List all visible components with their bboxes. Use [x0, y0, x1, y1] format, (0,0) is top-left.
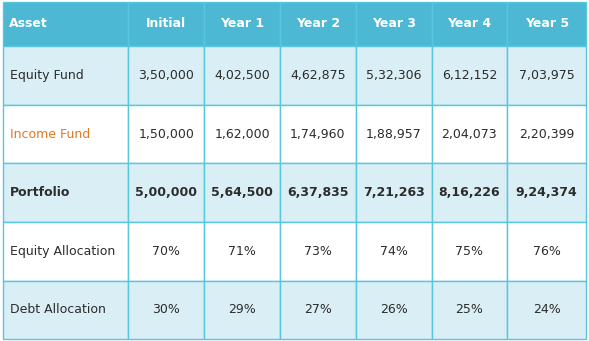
Bar — [204, 46, 280, 105]
Bar — [356, 163, 432, 222]
Text: 29%: 29% — [228, 303, 256, 316]
Text: 75%: 75% — [455, 245, 484, 258]
Bar — [432, 105, 507, 163]
Text: 71%: 71% — [228, 245, 256, 258]
Bar — [432, 281, 507, 339]
Text: 26%: 26% — [380, 303, 408, 316]
Bar — [356, 281, 432, 339]
Bar — [128, 2, 204, 46]
Text: 6,37,835: 6,37,835 — [287, 186, 349, 199]
Bar — [280, 281, 356, 339]
Bar — [507, 281, 586, 339]
Text: 5,64,500: 5,64,500 — [211, 186, 273, 199]
Bar — [128, 46, 204, 105]
Text: Initial: Initial — [146, 17, 186, 30]
Bar — [128, 222, 204, 281]
Bar — [204, 2, 280, 46]
Bar — [204, 105, 280, 163]
Bar — [280, 222, 356, 281]
Text: 2,04,073: 2,04,073 — [442, 128, 497, 140]
Bar — [432, 163, 507, 222]
Text: 3,50,000: 3,50,000 — [138, 69, 194, 82]
Text: Year 4: Year 4 — [448, 17, 491, 30]
Bar — [507, 163, 586, 222]
Bar — [432, 46, 507, 105]
Text: Equity Allocation: Equity Allocation — [10, 245, 115, 258]
Bar — [3, 2, 128, 46]
Text: 1,74,960: 1,74,960 — [290, 128, 346, 140]
Bar — [356, 46, 432, 105]
Text: Year 1: Year 1 — [220, 17, 264, 30]
Bar — [507, 46, 586, 105]
Bar — [280, 46, 356, 105]
Text: Debt Allocation: Debt Allocation — [10, 303, 106, 316]
Bar — [3, 46, 128, 105]
Text: Equity Fund: Equity Fund — [10, 69, 84, 82]
Bar — [507, 105, 586, 163]
Bar — [432, 222, 507, 281]
Bar — [3, 105, 128, 163]
Bar — [3, 281, 128, 339]
Text: 6,12,152: 6,12,152 — [442, 69, 497, 82]
Text: 30%: 30% — [153, 303, 180, 316]
Bar — [204, 222, 280, 281]
Text: 5,32,306: 5,32,306 — [366, 69, 421, 82]
Text: 7,03,975: 7,03,975 — [519, 69, 575, 82]
Bar — [507, 222, 586, 281]
Text: 7,21,263: 7,21,263 — [363, 186, 425, 199]
Text: 4,02,500: 4,02,500 — [214, 69, 270, 82]
Text: 2,20,399: 2,20,399 — [519, 128, 574, 140]
Bar — [3, 222, 128, 281]
Bar — [204, 281, 280, 339]
Text: 74%: 74% — [380, 245, 408, 258]
Text: 24%: 24% — [533, 303, 561, 316]
Text: Income Fund: Income Fund — [10, 128, 90, 140]
Bar — [356, 105, 432, 163]
Bar — [280, 2, 356, 46]
Text: 27%: 27% — [304, 303, 332, 316]
Text: 73%: 73% — [304, 245, 332, 258]
Text: 25%: 25% — [455, 303, 484, 316]
Text: Year 3: Year 3 — [372, 17, 416, 30]
Bar — [356, 222, 432, 281]
Bar — [507, 2, 586, 46]
Text: 1,50,000: 1,50,000 — [138, 128, 194, 140]
Text: 70%: 70% — [152, 245, 180, 258]
Text: 1,62,000: 1,62,000 — [214, 128, 270, 140]
Bar — [280, 105, 356, 163]
Bar — [280, 163, 356, 222]
Bar — [128, 105, 204, 163]
Text: Portfolio: Portfolio — [10, 186, 71, 199]
Bar — [204, 163, 280, 222]
Text: Year 2: Year 2 — [296, 17, 340, 30]
Text: 4,62,875: 4,62,875 — [290, 69, 346, 82]
Text: Asset: Asset — [9, 17, 48, 30]
Text: 9,24,374: 9,24,374 — [516, 186, 578, 199]
Text: Year 5: Year 5 — [525, 17, 569, 30]
Text: 1,88,957: 1,88,957 — [366, 128, 422, 140]
Bar — [432, 2, 507, 46]
Bar — [3, 163, 128, 222]
Text: 8,16,226: 8,16,226 — [439, 186, 500, 199]
Bar — [128, 281, 204, 339]
Bar — [356, 2, 432, 46]
Text: 5,00,000: 5,00,000 — [135, 186, 197, 199]
Bar — [128, 163, 204, 222]
Text: 76%: 76% — [533, 245, 561, 258]
